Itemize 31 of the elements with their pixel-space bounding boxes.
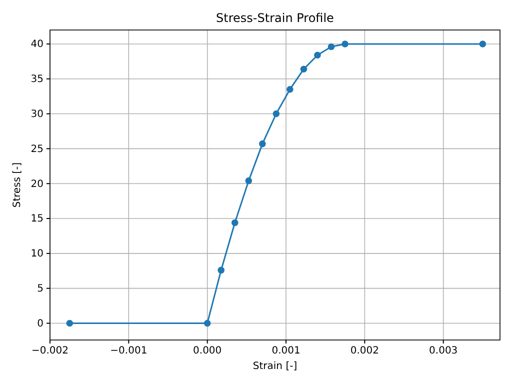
x-tick-label: −0.001 <box>110 346 148 357</box>
y-tick-label: 25 <box>30 144 44 155</box>
x-axis-title: Strain [-] <box>252 361 298 372</box>
point <box>314 52 321 59</box>
chart-title: Stress-Strain Profile <box>216 11 334 25</box>
x-tick-label: −0.002 <box>31 346 69 357</box>
point <box>259 140 266 148</box>
y-tick-label: 30 <box>30 108 44 120</box>
point <box>300 66 308 72</box>
point <box>328 43 335 50</box>
y-axis-title: Stress [-] <box>12 162 23 208</box>
y-tick-label: 0 <box>37 318 44 330</box>
point <box>286 86 294 93</box>
point <box>479 40 486 48</box>
y-tick-label: 15 <box>30 214 44 225</box>
x-tick-label: 0.002 <box>350 346 380 357</box>
y-tick-label: 20 <box>30 178 44 190</box>
y-tick-label: 5 <box>37 284 44 295</box>
point <box>272 110 280 118</box>
x-tick-label: 0.001 <box>272 346 300 357</box>
y-tick-label: 35 <box>30 74 44 86</box>
point <box>218 266 224 274</box>
x-tick-label: 0.000 <box>193 346 222 357</box>
point <box>231 219 238 226</box>
x-tick-label: 0.003 <box>429 346 458 357</box>
y-tick-label: 40 <box>30 39 44 50</box>
point <box>66 320 74 327</box>
point <box>245 177 252 184</box>
point <box>204 320 211 327</box>
point <box>342 40 348 48</box>
y-tick-label: 10 <box>30 248 44 260</box>
